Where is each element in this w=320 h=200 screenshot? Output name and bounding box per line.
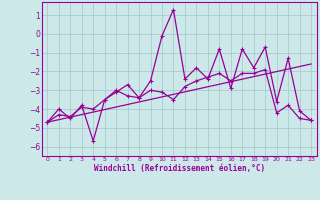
X-axis label: Windchill (Refroidissement éolien,°C): Windchill (Refroidissement éolien,°C) bbox=[94, 164, 265, 173]
